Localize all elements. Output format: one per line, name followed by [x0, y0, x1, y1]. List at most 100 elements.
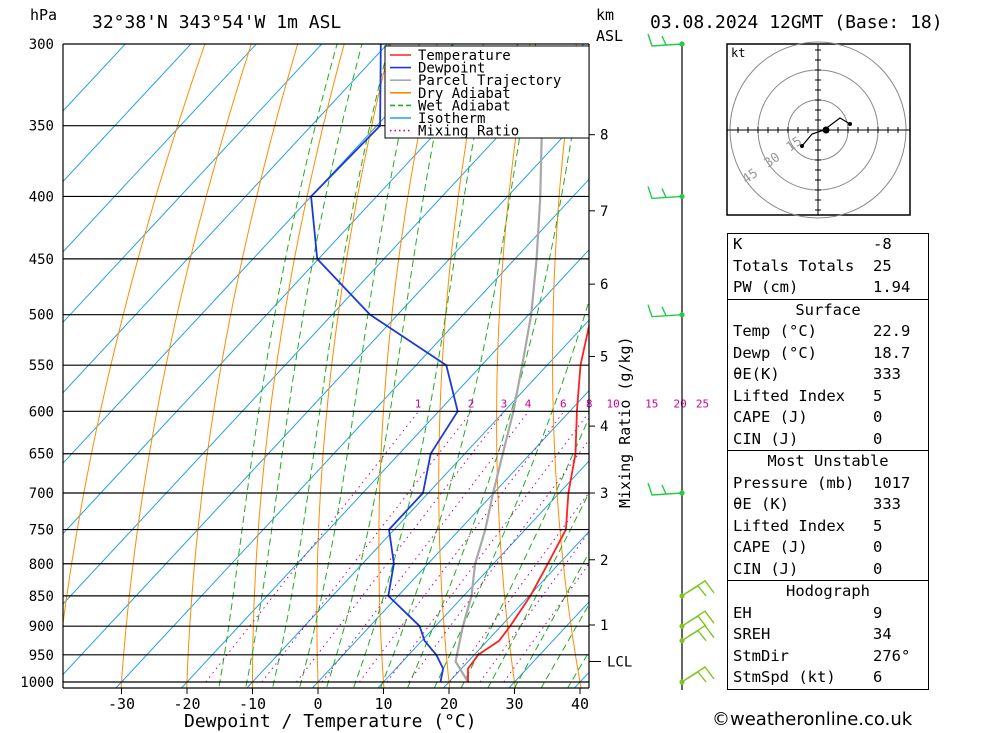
most-unstable-label: θE (K) — [733, 495, 789, 513]
surface-section: Surface Temp (°C) 22.9 Dewp (°C) 18.7 θE(K) 3… — [728, 298, 928, 451]
dry-adiabat-line — [438, 44, 485, 688]
isotherm-line — [63, 44, 192, 183]
wet-adiabat-line — [540, 603, 589, 688]
dewpoint-line — [310, 44, 459, 683]
isotherm-line — [63, 44, 454, 464]
mixing-ratio-line — [386, 411, 589, 683]
indices-value: 25 — [873, 256, 892, 275]
surface-row: θE(K) 333 — [728, 364, 928, 386]
legend-entry: Isotherm — [418, 111, 485, 127]
sounding-profiles — [310, 44, 589, 683]
most-unstable-title: Most Unstable — [767, 452, 889, 470]
hodograph-stats-label: StmDir — [733, 646, 789, 665]
dry-adiabat-line — [186, 44, 299, 688]
legend-entry: Mixing Ratio — [418, 124, 519, 140]
pressure-tick-label: 450 — [29, 252, 54, 268]
indices-row: Totals Totals 25 — [728, 256, 928, 278]
isotherm-line — [377, 460, 589, 688]
temp-tick-label: 20 — [440, 695, 458, 713]
surface-row: Dewp (°C) 18.7 — [728, 343, 928, 365]
mixing-ratio-label: 4 — [525, 397, 532, 410]
most-unstable-label: CAPE (J) — [733, 538, 808, 556]
mixing-ratio-line — [261, 410, 473, 683]
km-tick-label: 3 — [600, 486, 608, 502]
km-tick-label: 8 — [600, 128, 608, 144]
hodograph-stats-label: EH — [733, 603, 752, 622]
mixing-ratio-label: 3 — [501, 397, 508, 410]
most-unstable-section: Most Unstable Pressure (mb) 1017 θE (K) 333… — [728, 450, 928, 580]
legend-entry: Parcel Trajectory — [418, 73, 561, 89]
most-unstable-label: Lifted Index — [733, 516, 845, 535]
hodograph-ring-label: 30 — [762, 150, 783, 171]
x-axis-label: Dewpoint / Temperature (°C) — [184, 711, 477, 732]
hodograph-stats-row: EH 9 — [728, 603, 928, 625]
pressure-tick-label: 650 — [29, 447, 54, 463]
surface-value: 22.9 — [873, 322, 911, 340]
hodograph-unit: kt — [731, 46, 745, 60]
dry-adiabat-line — [63, 44, 206, 628]
pressure-tick-label: 850 — [29, 589, 54, 605]
hodograph-title: Hodograph — [786, 582, 870, 600]
pressure-tick-label: 900 — [29, 619, 54, 635]
surface-row: Temp (°C) 22.9 — [728, 321, 928, 343]
wind-barb — [681, 624, 715, 642]
isotherm-line — [63, 44, 389, 394]
surface-label: CAPE (J) — [733, 408, 808, 426]
isotherm-line — [180, 249, 589, 688]
hodograph-point — [800, 144, 804, 148]
hodograph-stats-row: StmDir 276° — [728, 646, 928, 668]
isotherm-line — [63, 44, 258, 253]
isotherm-line — [63, 44, 323, 324]
hodograph-stats-value: 6 — [873, 668, 883, 686]
wind-profile — [647, 33, 715, 690]
most-unstable-row: CIN (J) 0 — [728, 559, 928, 581]
background-lines — [63, 7, 1000, 708]
legend-entry: Wet Adiabat — [418, 98, 511, 114]
surface-title: Surface — [795, 300, 861, 319]
wind-barb — [687, 615, 707, 627]
surface-value: 5 — [873, 386, 883, 405]
dry-adiabat-line — [552, 44, 582, 688]
legend-entry: Temperature — [418, 48, 511, 64]
legend-entry: Dry Adiabat — [418, 86, 511, 102]
wind-barb — [687, 671, 707, 683]
legend-entry: Dewpoint — [418, 61, 485, 77]
dry-adiabat-line — [946, 7, 1000, 708]
dry-adiabat-line — [992, 7, 1000, 708]
dry-adiabat-line — [120, 44, 252, 688]
most-unstable-row: CAPE (J) 0 — [728, 537, 928, 559]
wet-adiabat-line — [298, 44, 420, 688]
wind-barb — [681, 666, 715, 683]
temp-tick-label: 0 — [313, 695, 322, 713]
surface-row: CAPE (J) 0 — [728, 407, 928, 429]
most-unstable-label: CIN (J) — [733, 559, 799, 578]
hodograph-stats-row: SREH 34 — [728, 624, 928, 646]
hodograph-section: Hodograph EH 9 SREH 34 StmDir 276° StmSpd (kt)… — [728, 580, 928, 689]
hodograph-stats-row: StmSpd (kt) 6 — [728, 667, 928, 689]
surface-row: CIN (J) 0 — [728, 429, 928, 451]
hodograph-stats-label: StmSpd (kt) — [733, 668, 836, 686]
pressure-tick-label: 700 — [29, 486, 54, 502]
surface-value: 18.7 — [873, 343, 911, 362]
mixing-ratio-label: 15 — [645, 397, 658, 410]
legend-box — [384, 45, 590, 139]
most-unstable-row: Lifted Index 5 — [728, 516, 928, 538]
hodograph-stats-value: 34 — [873, 625, 892, 643]
surface-value: 333 — [873, 365, 901, 383]
indices-label: Totals Totals — [733, 256, 855, 275]
hodograph-trace — [801, 129, 825, 147]
footer-credit[interactable]: ©weatheronline.co.uk — [712, 709, 913, 730]
lcl-label: LCL — [607, 654, 632, 670]
temp-tick-label: -20 — [173, 695, 200, 713]
temp-tick-label: -30 — [108, 695, 135, 713]
wet-adiabat-line — [272, 44, 390, 688]
pressure-tick-label: 950 — [29, 648, 54, 664]
mixing-ratio-label: 2 — [468, 397, 475, 410]
indices-value: 1.94 — [873, 278, 911, 296]
pressure-tick-label: 550 — [29, 358, 54, 374]
surface-row: Lifted Index 5 — [728, 386, 928, 408]
temp-tick-label: -10 — [239, 695, 266, 713]
temp-tick-label: 30 — [505, 695, 523, 713]
